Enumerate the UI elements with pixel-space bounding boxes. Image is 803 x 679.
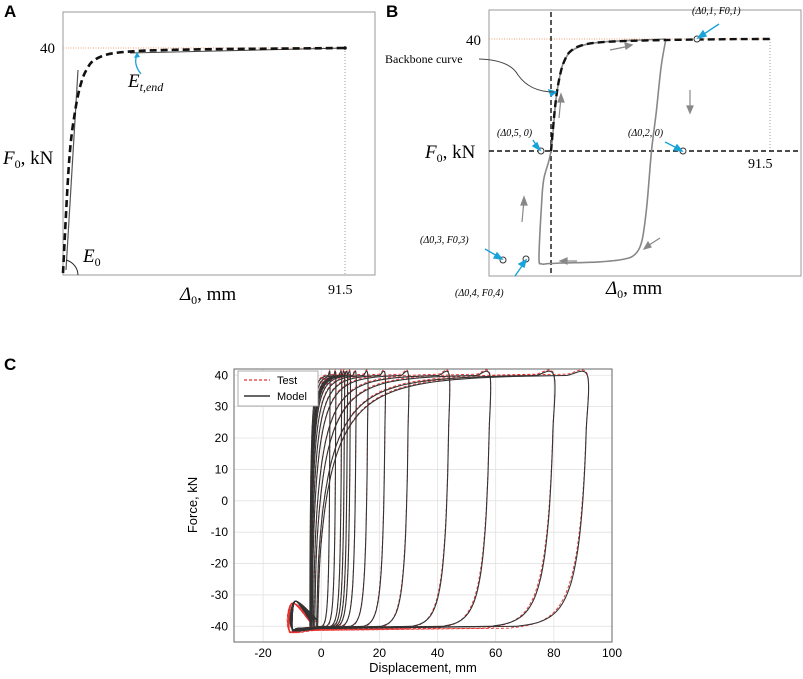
- panel-c-test-loop: [286, 369, 556, 634]
- panel-a-xlabel: Δ0, mm: [179, 284, 236, 307]
- panel-c-ytick-label: -30: [211, 588, 229, 602]
- panel-c-test-loop: [286, 369, 590, 634]
- panel-c-label: C: [4, 355, 16, 374]
- panel-b-point-1-label: (Δ0,1, F0,1): [692, 6, 741, 17]
- panel-c-test-loop: [288, 369, 410, 634]
- panel-a-backbone-curve: [61, 46, 346, 274]
- panel-a-ylabel-main: F: [2, 148, 15, 169]
- panel-b-backbone-curve: [549, 37, 771, 152]
- panel-b: 40 91.5 Backbone curve F0, kN Δ0, mm (Δ0…: [385, 6, 802, 301]
- arrow-top-head: [624, 42, 634, 51]
- panel-a-ylabel-unit: , kN: [21, 148, 54, 169]
- callout-arrow-5-head: [531, 141, 542, 152]
- panel-b-ylabel-main: F: [424, 142, 437, 163]
- panel-b-xlabel-main: Δ: [605, 278, 617, 299]
- panel-a-frame: [62, 11, 376, 276]
- panel-b-point-2-label: (Δ0,2, 0): [628, 128, 664, 139]
- panel-c-xtick-label: 60: [489, 646, 503, 660]
- panel-b-xlabel: Δ0, mm: [605, 278, 662, 301]
- panel-b-frame: [488, 9, 802, 277]
- callout-arrow-2-head: [672, 143, 684, 152]
- panel-a-xtick-915: 91.5: [328, 283, 353, 298]
- panel-b-xtick-915: 91.5: [748, 157, 773, 172]
- panel-a-ylabel: F0, kN: [2, 148, 54, 171]
- panel-c-ytick-label: 40: [215, 368, 229, 382]
- panel-a-e0-label: E0: [82, 246, 101, 269]
- panel-c-xtick-label: 20: [373, 646, 387, 660]
- legend-box: [237, 370, 319, 407]
- panel-a-e0-sub: 0: [95, 255, 101, 269]
- legend-test-label: Test: [277, 375, 297, 387]
- panel-c-legend: Test Model: [237, 370, 319, 407]
- panel-b-ylabel: F0, kN: [424, 142, 476, 165]
- panel-b-backbone-label: Backbone curve: [385, 52, 463, 66]
- panel-b-callout-arrows: [484, 23, 720, 277]
- panel-b-ytick-40: 40: [466, 33, 481, 49]
- panel-c-xtick-label: 80: [547, 646, 561, 660]
- panel-a-xlabel-main: Δ: [179, 284, 191, 305]
- panel-c-model-loop: [289, 370, 590, 632]
- panel-c-xtick-label: 0: [318, 646, 325, 660]
- panel-a-ylabel-sub: 0: [15, 157, 21, 171]
- panel-c-axes-box: [233, 368, 613, 643]
- panel-c-xlabel: Displacement, mm: [369, 660, 477, 675]
- panel-c-frame: [233, 368, 613, 643]
- panel-b-direction-arrows: [520, 42, 694, 265]
- panel-a-e0-arc: [65, 259, 79, 276]
- callout-arrow-1-head: [696, 29, 708, 40]
- arrow-down-right-head: [686, 105, 694, 115]
- panel-b-ylabel-unit: , kN: [443, 142, 476, 163]
- panel-b-xlabel-sub: 0: [617, 287, 623, 301]
- arrow-bottom-curve-head: [642, 240, 652, 250]
- panel-a-xlabel-sub: 0: [191, 293, 197, 307]
- panel-c-model-loop: [291, 370, 410, 632]
- panel-c-ytick-label: 10: [215, 462, 229, 476]
- panel-c-xtick-label: 100: [602, 646, 622, 660]
- callout-arrow-3-head: [492, 251, 504, 260]
- panel-c-ylabel: Force, kN: [185, 477, 200, 533]
- callout-arrow-4-head: [517, 258, 528, 269]
- panel-c-ytick-label: -10: [211, 525, 229, 539]
- panel-a-label: A: [4, 2, 16, 21]
- panel-c-ytick-label: 20: [215, 431, 229, 445]
- panel-b-label: B: [386, 2, 398, 21]
- panel-c-ytick-label: -40: [211, 619, 229, 633]
- panel-a-etend-sub: t,end: [140, 80, 165, 94]
- panel-a-ytick-40: 40: [40, 41, 55, 57]
- panel-a-xlabel-unit: , mm: [197, 284, 236, 305]
- panel-c-ytick-label: 30: [215, 400, 229, 414]
- panel-a-end-point: [343, 46, 347, 50]
- legend-model-label: Model: [277, 391, 307, 403]
- arrow-up-mid-head: [557, 92, 565, 103]
- panel-b-xlabel-unit: , mm: [623, 278, 662, 299]
- panel-c-ytick-label: -20: [211, 557, 229, 571]
- panel-a-e0-main: E: [82, 246, 95, 267]
- panel-c-model-loop: [290, 370, 492, 632]
- panel-c-xtick-label: -20: [254, 646, 272, 660]
- backbone-callout-head: [547, 88, 558, 98]
- panel-a: 40 91.5 F0, kN Δ0, mm E0 Et,end: [2, 11, 376, 307]
- panel-b-ylabel-sub: 0: [437, 151, 443, 165]
- panel-b-backbone-leader: [478, 58, 555, 93]
- panel-c-grid: [234, 369, 613, 642]
- arrow-up-left-head: [520, 195, 528, 206]
- panel-c-ytick-label: 0: [221, 494, 228, 508]
- panel-b-point-4-label: (Δ0,4, F0,4): [455, 288, 504, 299]
- panel-a-etend-label: Et,end: [127, 71, 164, 94]
- panel-b-point-5-label: (Δ0,5, 0): [497, 128, 533, 139]
- panel-a-etend-arrowhead: [134, 52, 140, 58]
- panel-c-xtick-label: 40: [431, 646, 445, 660]
- panel-b-point-3-label: (Δ0,3, F0,3): [420, 235, 469, 246]
- panel-a-etend-main: E: [127, 71, 140, 92]
- arrow-bottom-head: [558, 257, 568, 265]
